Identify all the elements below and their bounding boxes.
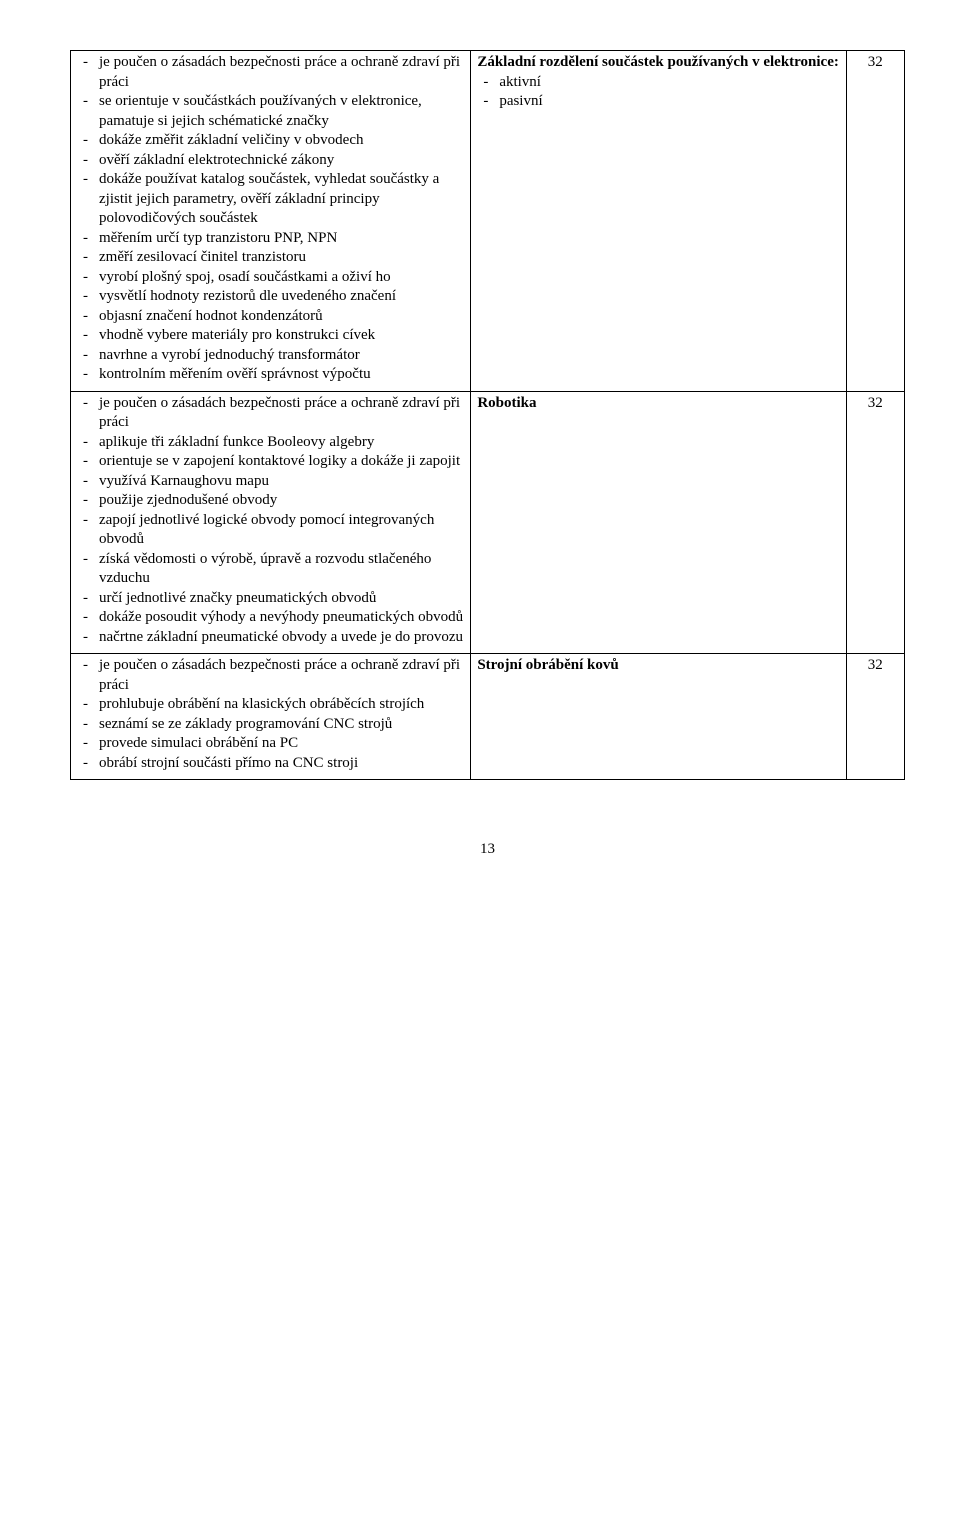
list-item: objasní značení hodnot kondenzátorů xyxy=(77,307,464,327)
list-item: provede simulaci obrábění na PC xyxy=(77,734,464,754)
outcomes-list: je poučen o zásadách bezpečnosti práce a… xyxy=(77,394,464,648)
topic-sublist: aktivní pasivní xyxy=(477,73,839,112)
topic-cell: Základní rozdělení součástek používaných… xyxy=(471,51,846,392)
outcomes-cell: je poučen o zásadách bezpečnosti práce a… xyxy=(71,391,471,654)
list-item: je poučen o zásadách bezpečnosti práce a… xyxy=(77,53,464,92)
list-item: dokáže posoudit výhody a nevýhody pneuma… xyxy=(77,608,464,628)
hours-cell: 32 xyxy=(846,51,904,392)
topic-title: Základní rozdělení součástek používaných… xyxy=(477,53,839,73)
list-item: vhodně vybere materiály pro konstrukci c… xyxy=(77,326,464,346)
list-item: načrtne základní pneumatické obvody a uv… xyxy=(77,628,464,648)
list-item: dokáže používat katalog součástek, vyhle… xyxy=(77,170,464,229)
list-item: využívá Karnaughovu mapu xyxy=(77,472,464,492)
list-item: ověří základní elektrotechnické zákony xyxy=(77,151,464,171)
hours-cell: 32 xyxy=(846,654,904,780)
curriculum-table: je poučen o zásadách bezpečnosti práce a… xyxy=(70,50,905,780)
list-item: orientuje se v zapojení kontaktové logik… xyxy=(77,452,464,472)
list-item: je poučen o zásadách bezpečnosti práce a… xyxy=(77,656,464,695)
topic-cell: Robotika xyxy=(471,391,846,654)
outcomes-cell: je poučen o zásadách bezpečnosti práce a… xyxy=(71,654,471,780)
outcomes-list: je poučen o zásadách bezpečnosti práce a… xyxy=(77,53,464,385)
list-item: obrábí strojní součásti přímo na CNC str… xyxy=(77,754,464,774)
list-item: prohlubuje obrábění na klasických obrábě… xyxy=(77,695,464,715)
list-item: seznámí se ze základy programování CNC s… xyxy=(77,715,464,735)
list-item: kontrolním měřením ověří správnost výpoč… xyxy=(77,365,464,385)
table-row: je poučen o zásadách bezpečnosti práce a… xyxy=(71,654,905,780)
list-item: se orientuje v součástkách používaných v… xyxy=(77,92,464,131)
topic-title: Robotika xyxy=(477,394,839,414)
list-item: navrhne a vyrobí jednoduchý transformáto… xyxy=(77,346,464,366)
page-number: 13 xyxy=(70,840,905,860)
table-row: je poučen o zásadách bezpečnosti práce a… xyxy=(71,51,905,392)
topic-cell: Strojní obrábění kovů xyxy=(471,654,846,780)
list-item: určí jednotlivé značky pneumatických obv… xyxy=(77,589,464,609)
list-item: dokáže změřit základní veličiny v obvode… xyxy=(77,131,464,151)
list-item: použije zjednodušené obvody xyxy=(77,491,464,511)
table-body: je poučen o zásadách bezpečnosti práce a… xyxy=(71,51,905,780)
list-item: aktivní xyxy=(477,73,839,93)
list-item: změří zesilovací činitel tranzistoru xyxy=(77,248,464,268)
hours-cell: 32 xyxy=(846,391,904,654)
list-item: vyrobí plošný spoj, osadí součástkami a … xyxy=(77,268,464,288)
outcomes-list: je poučen o zásadách bezpečnosti práce a… xyxy=(77,656,464,773)
table-row: je poučen o zásadách bezpečnosti práce a… xyxy=(71,391,905,654)
list-item: vysvětlí hodnoty rezistorů dle uvedeného… xyxy=(77,287,464,307)
list-item: měřením určí typ tranzistoru PNP, NPN xyxy=(77,229,464,249)
list-item: zapojí jednotlivé logické obvody pomocí … xyxy=(77,511,464,550)
list-item: pasivní xyxy=(477,92,839,112)
list-item: získá vědomosti o výrobě, úpravě a rozvo… xyxy=(77,550,464,589)
topic-title: Strojní obrábění kovů xyxy=(477,656,839,676)
list-item: aplikuje tři základní funkce Booleovy al… xyxy=(77,433,464,453)
outcomes-cell: je poučen o zásadách bezpečnosti práce a… xyxy=(71,51,471,392)
list-item: je poučen o zásadách bezpečnosti práce a… xyxy=(77,394,464,433)
